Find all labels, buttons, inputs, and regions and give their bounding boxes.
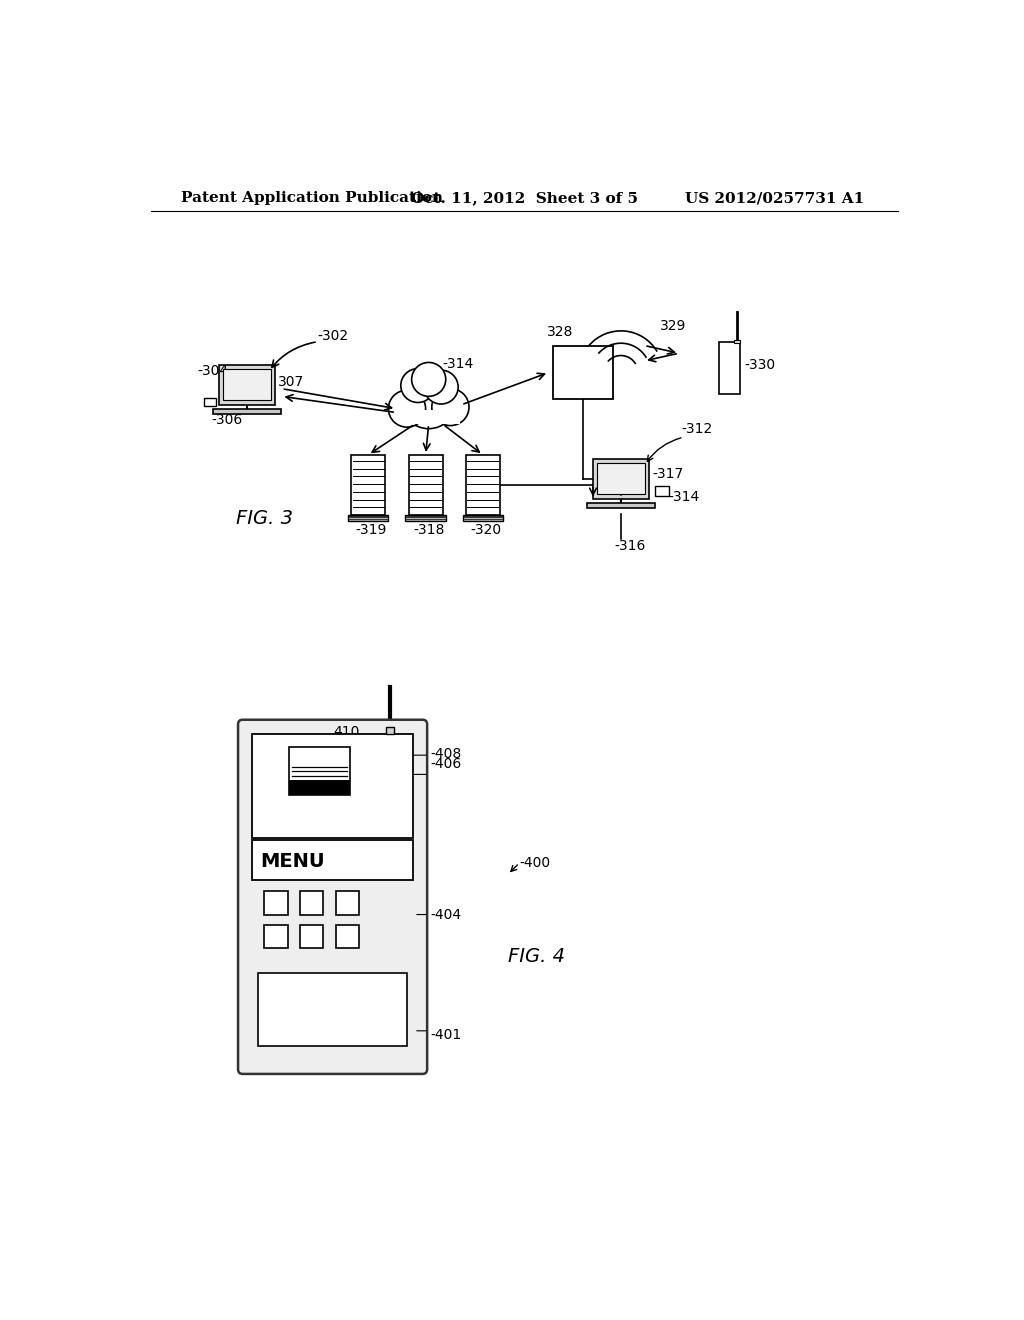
- Text: 307: 307: [278, 375, 304, 388]
- Circle shape: [424, 370, 458, 404]
- FancyBboxPatch shape: [238, 719, 427, 1074]
- FancyBboxPatch shape: [223, 370, 271, 400]
- FancyBboxPatch shape: [386, 727, 394, 734]
- FancyBboxPatch shape: [719, 342, 740, 395]
- Text: FIG. 4: FIG. 4: [508, 946, 565, 966]
- Text: 410: 410: [334, 725, 359, 739]
- FancyBboxPatch shape: [348, 515, 388, 521]
- FancyBboxPatch shape: [655, 486, 669, 496]
- Text: MENU: MENU: [260, 851, 325, 871]
- FancyBboxPatch shape: [300, 925, 324, 949]
- Text: US 2012/0257731 A1: US 2012/0257731 A1: [685, 191, 864, 206]
- Text: FIG. 3: FIG. 3: [237, 510, 294, 528]
- FancyBboxPatch shape: [289, 780, 349, 795]
- Text: -320: -320: [471, 523, 502, 537]
- FancyBboxPatch shape: [463, 515, 503, 521]
- FancyBboxPatch shape: [213, 409, 282, 414]
- FancyBboxPatch shape: [219, 364, 275, 405]
- FancyBboxPatch shape: [258, 973, 407, 1047]
- Text: -306: -306: [212, 413, 243, 428]
- FancyBboxPatch shape: [734, 341, 740, 343]
- FancyBboxPatch shape: [351, 455, 385, 515]
- Text: -330: -330: [744, 358, 775, 372]
- FancyBboxPatch shape: [409, 455, 442, 515]
- Circle shape: [432, 388, 469, 425]
- Text: -314: -314: [442, 356, 474, 371]
- Text: -408: -408: [430, 747, 462, 760]
- FancyBboxPatch shape: [336, 891, 359, 915]
- Text: 328: 328: [547, 326, 572, 339]
- FancyBboxPatch shape: [597, 463, 645, 494]
- Circle shape: [388, 391, 426, 428]
- FancyBboxPatch shape: [252, 840, 414, 880]
- FancyBboxPatch shape: [264, 891, 288, 915]
- FancyBboxPatch shape: [553, 346, 613, 399]
- Text: -312: -312: [681, 422, 713, 437]
- Circle shape: [400, 374, 457, 429]
- Text: -302: -302: [317, 329, 349, 342]
- Circle shape: [412, 363, 445, 396]
- FancyBboxPatch shape: [593, 459, 649, 499]
- Text: -400: -400: [519, 855, 551, 870]
- FancyBboxPatch shape: [466, 455, 500, 515]
- FancyBboxPatch shape: [300, 891, 324, 915]
- FancyBboxPatch shape: [397, 411, 460, 424]
- Text: -406: -406: [430, 758, 462, 771]
- Text: -317: -317: [652, 467, 683, 480]
- FancyBboxPatch shape: [204, 397, 216, 407]
- Text: -304: -304: [198, 364, 229, 378]
- FancyBboxPatch shape: [289, 747, 349, 795]
- FancyBboxPatch shape: [336, 925, 359, 949]
- Text: -314: -314: [669, 490, 699, 504]
- Text: Oct. 11, 2012  Sheet 3 of 5: Oct. 11, 2012 Sheet 3 of 5: [412, 191, 638, 206]
- FancyBboxPatch shape: [406, 515, 445, 521]
- FancyBboxPatch shape: [587, 503, 655, 508]
- FancyBboxPatch shape: [252, 734, 414, 838]
- Text: -316: -316: [614, 540, 646, 553]
- Text: 329: 329: [659, 319, 686, 333]
- Text: -318: -318: [414, 523, 444, 537]
- Text: Patent Application Publication: Patent Application Publication: [180, 191, 442, 206]
- Text: -401: -401: [430, 1028, 462, 1041]
- Text: -404: -404: [430, 908, 462, 921]
- FancyBboxPatch shape: [264, 925, 288, 949]
- Text: -319: -319: [356, 523, 387, 537]
- Circle shape: [400, 368, 435, 403]
